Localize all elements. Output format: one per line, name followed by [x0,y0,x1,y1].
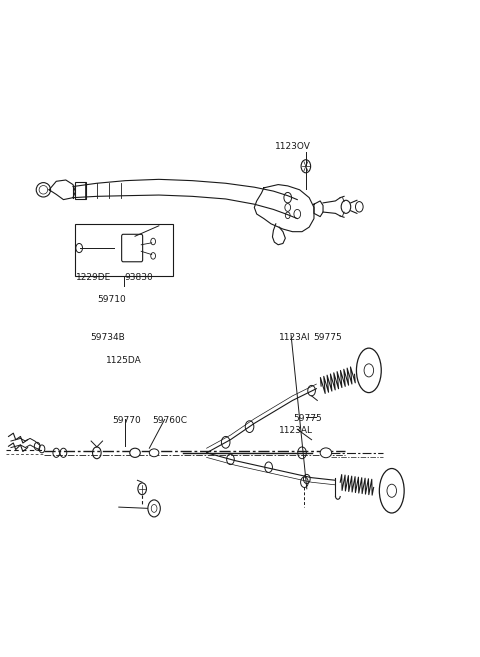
Text: 59775: 59775 [293,415,322,423]
Polygon shape [73,179,297,219]
Polygon shape [254,185,314,232]
Text: 59710: 59710 [98,296,126,304]
Ellipse shape [130,448,140,457]
Circle shape [148,500,160,517]
Ellipse shape [149,449,159,457]
Text: 93830: 93830 [124,273,153,282]
Bar [75,224,173,276]
Text: 59760C: 59760C [152,417,187,425]
Circle shape [387,484,396,497]
Text: 59770: 59770 [112,417,141,425]
Ellipse shape [36,183,50,197]
Bar [75,182,86,199]
Polygon shape [314,201,323,217]
Text: 59775: 59775 [313,332,342,342]
Text: 1123AI: 1123AI [279,332,311,342]
FancyBboxPatch shape [121,235,143,261]
Circle shape [364,364,373,377]
Text: 1123OV: 1123OV [275,143,311,151]
Text: 1125DA: 1125DA [107,356,142,365]
Text: 59734B: 59734B [90,333,125,342]
Ellipse shape [379,468,404,513]
Ellipse shape [320,448,332,458]
Polygon shape [49,180,75,200]
Text: 1123AL: 1123AL [279,426,313,435]
Text: 1229DE: 1229DE [76,273,111,282]
Ellipse shape [357,348,381,393]
